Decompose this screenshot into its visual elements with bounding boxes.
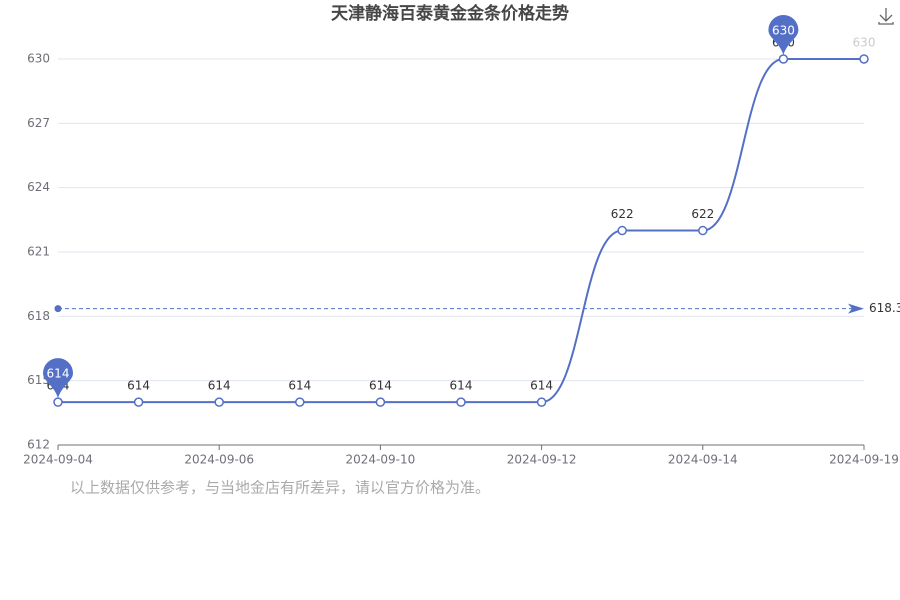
data-point bbox=[617, 225, 627, 236]
data-point bbox=[295, 397, 305, 407]
data-label: 614 bbox=[208, 379, 231, 393]
data-point bbox=[778, 54, 789, 64]
data-label: 630 bbox=[853, 36, 876, 50]
mark-pin-label: 630 bbox=[772, 24, 795, 38]
x-tick-label: 2024-09-06 bbox=[184, 453, 254, 467]
data-point bbox=[536, 397, 547, 407]
y-tick-label: 618 bbox=[27, 309, 50, 323]
data-point bbox=[456, 397, 466, 407]
data-point bbox=[698, 225, 708, 236]
data-point bbox=[214, 397, 224, 407]
download-icon[interactable] bbox=[878, 8, 894, 25]
series-line bbox=[57, 57, 864, 404]
data-label: 622 bbox=[691, 207, 714, 221]
y-tick-label: 621 bbox=[27, 245, 50, 259]
average-arrow bbox=[848, 303, 864, 314]
x-tick-label: 2024-09-04 bbox=[23, 453, 93, 467]
x-tick-label: 2024-09-10 bbox=[346, 453, 416, 467]
data-point bbox=[375, 397, 386, 407]
y-tick-label: 624 bbox=[27, 180, 50, 194]
x-tick-label: 2024-09-19 bbox=[829, 453, 899, 467]
y-tick-label: 612 bbox=[27, 438, 50, 452]
mark-pin bbox=[43, 358, 73, 399]
data-label: 614 bbox=[127, 379, 150, 393]
mark-pin-label: 614 bbox=[47, 367, 70, 381]
data-label: 622 bbox=[611, 207, 634, 221]
average-label: 618.36 bbox=[869, 301, 900, 315]
y-tick-label: 627 bbox=[27, 116, 50, 130]
data-point bbox=[133, 397, 144, 407]
y-tick-label: 630 bbox=[27, 52, 50, 66]
footnote: 以上数据仅供参考，与当地金店有所差异，请以官方价格为准。 bbox=[70, 479, 490, 497]
mark-pin bbox=[768, 15, 799, 55]
data-label: 614 bbox=[530, 379, 553, 393]
x-tick-label: 2024-09-14 bbox=[668, 453, 738, 467]
data-point bbox=[53, 397, 63, 407]
data-label: 614 bbox=[288, 379, 311, 393]
data-point bbox=[859, 54, 869, 64]
data-label: 614 bbox=[450, 379, 473, 393]
x-tick-label: 2024-09-12 bbox=[507, 453, 577, 467]
download-glyph[interactable] bbox=[878, 8, 894, 25]
chart-title: 天津静海百泰黄金金条价格走势 bbox=[331, 3, 569, 24]
data-label: 614 bbox=[369, 379, 392, 393]
average-start bbox=[54, 305, 62, 313]
